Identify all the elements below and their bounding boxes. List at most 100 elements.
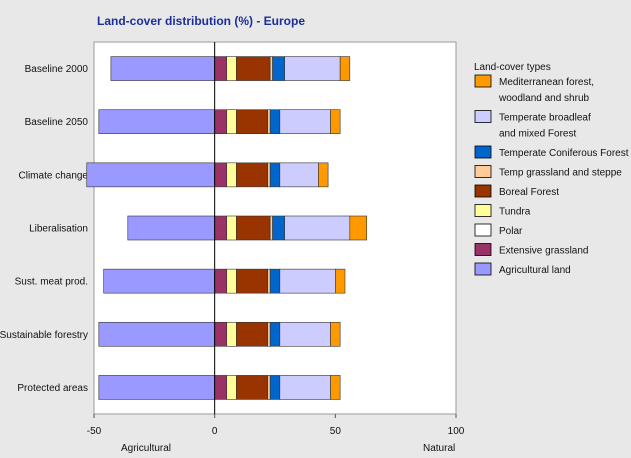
bar-temperate-coniferous-forest-baseline-2050 xyxy=(269,109,281,135)
x-right-label: Natural xyxy=(423,443,455,454)
bar-temp-grassland-and-steppe-baseline-2050 xyxy=(267,109,271,135)
legend-label: Temperate broadleaf xyxy=(499,113,591,124)
legend: Mediterranean forest, woodland and shrub T… xyxy=(474,74,629,276)
bar-temperate-broadleaf-and-mixed-forest-protected-areas xyxy=(279,375,331,400)
legend-label: woodland and shrub xyxy=(498,93,590,104)
bar-temp-grassland-and-steppe-protected-areas xyxy=(267,375,271,400)
legend-swatch xyxy=(474,145,492,159)
bar-mediterranean-forest-woodland-and-shrub-baseline-2050 xyxy=(330,109,341,135)
legend-item-temperate-broadleaf-and-mixed-forest: Temperate broadleaf and mixed Forest xyxy=(474,110,591,140)
legend-label: Mediterranean forest, xyxy=(499,77,594,88)
bar-agricultural-land-sustainable-forestry xyxy=(98,321,215,347)
legend-item-extensive-grassland: Extensive grassland xyxy=(474,243,589,257)
legend-swatch xyxy=(474,184,492,198)
legend-swatch xyxy=(474,262,492,276)
plot-area: Baseline 2000 Baseline 2050 Climate change… xyxy=(0,41,457,415)
bar-temperate-broadleaf-and-mixed-forest-sust-meat-prod xyxy=(279,268,336,294)
legend-item-tundra: Tundra xyxy=(474,204,531,218)
bar-mediterranean-forest-woodland-and-shrub-climate-change xyxy=(318,162,329,188)
category-label-liberalisation: Liberalisation xyxy=(29,224,88,235)
bar-agricultural-land-protected-areas xyxy=(98,375,215,400)
x-axis: -50 0 50 100 xyxy=(87,414,465,437)
legend-label: Extensive grassland xyxy=(499,246,589,257)
legend-item-agricultural-land: Agricultural land xyxy=(474,262,571,276)
category-label-climate-change: Climate change xyxy=(19,170,89,181)
x-left-label: Agricultural xyxy=(121,443,171,454)
legend-label: Temperate Coniferous Forest xyxy=(499,148,629,159)
bar-temp-grassland-and-steppe-sustainable-forestry xyxy=(267,321,271,347)
bar-boreal-forest-liberalisation xyxy=(236,215,271,241)
legend-swatch xyxy=(474,110,492,123)
bar-tundra-sust-meat-prod xyxy=(226,268,237,294)
bar-mediterranean-forest-woodland-and-shrub-liberalisation xyxy=(349,215,368,241)
legend-item-temperate-coniferous-forest: Temperate Coniferous Forest xyxy=(474,145,629,159)
bar-extensive-grassland-baseline-2050 xyxy=(214,109,228,135)
bar-temperate-coniferous-forest-sustainable-forestry xyxy=(269,321,281,347)
bar-tundra-protected-areas xyxy=(226,375,237,400)
x-tick-label--50: -50 xyxy=(87,426,102,437)
bar-temperate-coniferous-forest-climate-change xyxy=(269,162,281,188)
bar-agricultural-land-sust-meat-prod xyxy=(103,268,215,294)
legend-label: Tundra xyxy=(499,207,531,218)
bar-boreal-forest-baseline-2050 xyxy=(236,109,269,135)
bar-agricultural-land-baseline-2000 xyxy=(110,56,215,81)
bar-temp-grassland-and-steppe-sust-meat-prod xyxy=(267,268,271,294)
bar-tundra-liberalisation xyxy=(226,215,237,241)
bar-agricultural-land-baseline-2050 xyxy=(98,109,215,135)
bar-temperate-broadleaf-and-mixed-forest-climate-change xyxy=(279,162,319,188)
bar-tundra-sustainable-forestry xyxy=(226,321,237,347)
bar-temp-grassland-and-steppe-baseline-2000 xyxy=(269,56,273,81)
x-tick-label-50: 50 xyxy=(330,426,342,437)
bar-temperate-broadleaf-and-mixed-forest-baseline-2000 xyxy=(284,56,341,81)
legend-item-boreal-forest: Boreal Forest xyxy=(474,184,559,198)
category-label-sust-meat-prod: Sust. meat prod. xyxy=(15,277,88,288)
bar-temperate-coniferous-forest-protected-areas xyxy=(269,375,281,400)
legend-title: Land-cover types xyxy=(474,62,551,73)
bar-temperate-broadleaf-and-mixed-forest-sustainable-forestry xyxy=(279,321,331,347)
bar-tundra-climate-change xyxy=(226,162,237,188)
bar-extensive-grassland-climate-change xyxy=(214,162,228,188)
category-label-baseline-2000: Baseline 2000 xyxy=(25,64,89,75)
legend-item-polar: Polar xyxy=(474,223,523,237)
category-label-baseline-2050: Baseline 2050 xyxy=(25,117,89,128)
bar-extensive-grassland-liberalisation xyxy=(214,215,228,241)
legend-label: Boreal Forest xyxy=(499,187,559,198)
legend-label: Agricultural land xyxy=(499,265,571,276)
bar-agricultural-land-climate-change xyxy=(86,162,215,188)
legend-item-mediterranean-forest-woodland-and-shrub: Mediterranean forest, woodland and shrub xyxy=(474,74,594,104)
bar-extensive-grassland-protected-areas xyxy=(214,375,228,400)
bar-agricultural-land-liberalisation xyxy=(127,215,215,241)
bar-temperate-coniferous-forest-liberalisation xyxy=(272,215,285,241)
legend-label: Temp grassland and steppe xyxy=(499,168,622,179)
bar-tundra-baseline-2050 xyxy=(226,109,237,135)
legend-label: and mixed Forest xyxy=(499,129,576,140)
legend-swatch xyxy=(474,223,492,237)
bar-tundra-baseline-2000 xyxy=(226,56,237,81)
bar-extensive-grassland-baseline-2000 xyxy=(214,56,228,81)
bar-boreal-forest-climate-change xyxy=(236,162,269,188)
bar-boreal-forest-baseline-2000 xyxy=(236,56,271,81)
bar-temperate-broadleaf-and-mixed-forest-baseline-2050 xyxy=(279,109,331,135)
bar-temperate-coniferous-forest-sust-meat-prod xyxy=(269,268,281,294)
legend-label: Polar xyxy=(499,226,523,237)
bar-temperate-broadleaf-and-mixed-forest-liberalisation xyxy=(284,215,351,241)
legend-item-temp-grassland-and-steppe: Temp grassland and steppe xyxy=(474,165,622,179)
bar-boreal-forest-sustainable-forestry xyxy=(236,321,269,347)
bar-mediterranean-forest-woodland-and-shrub-sust-meat-prod xyxy=(335,268,346,294)
bar-mediterranean-forest-woodland-and-shrub-protected-areas xyxy=(330,375,341,400)
category-label-protected-areas: Protected areas xyxy=(17,383,88,394)
bar-boreal-forest-protected-areas xyxy=(236,375,269,400)
x-tick-label-100: 100 xyxy=(448,426,465,437)
bar-mediterranean-forest-woodland-and-shrub-sustainable-forestry xyxy=(330,321,341,347)
bar-extensive-grassland-sust-meat-prod xyxy=(214,268,228,294)
bar-boreal-forest-sust-meat-prod xyxy=(236,268,269,294)
category-label-sustainable-forestry: Sustainable forestry xyxy=(0,330,88,341)
bar-temp-grassland-and-steppe-climate-change xyxy=(267,162,271,188)
legend-swatch xyxy=(474,165,492,178)
legend-swatch xyxy=(474,204,492,217)
legend-swatch xyxy=(474,74,492,88)
chart-title: Land-cover distribution (%) - Europe xyxy=(97,14,305,28)
bar-extensive-grassland-sustainable-forestry xyxy=(214,321,228,347)
bar-temperate-coniferous-forest-baseline-2000 xyxy=(272,56,285,81)
